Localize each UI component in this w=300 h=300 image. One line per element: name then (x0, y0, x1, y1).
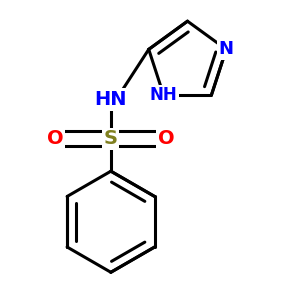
Text: S: S (104, 129, 118, 148)
Text: O: O (158, 129, 175, 148)
Text: O: O (47, 129, 64, 148)
Text: N: N (219, 40, 234, 58)
Text: NH: NH (150, 86, 177, 104)
Text: HN: HN (94, 90, 127, 109)
